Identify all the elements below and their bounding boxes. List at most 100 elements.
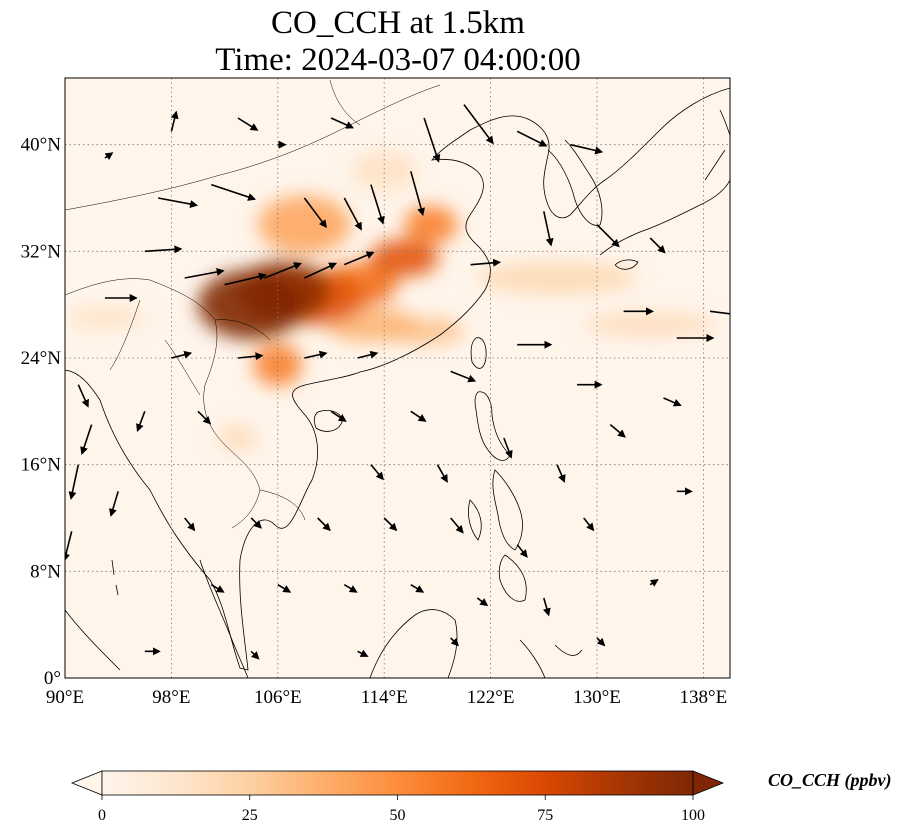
map-title: CO_CCH at 1.5km bbox=[271, 5, 525, 41]
wind-vector-4 bbox=[224, 272, 267, 286]
country-borders bbox=[65, 79, 441, 529]
wind-vector-30 bbox=[80, 424, 93, 455]
wind-vector-29 bbox=[77, 384, 89, 408]
lon-tick-label-6: 138°E bbox=[680, 687, 728, 708]
wind-vector-56 bbox=[542, 597, 551, 617]
co-plume-9 bbox=[253, 343, 302, 386]
colorbar-tick-labels: 0 25 50 75 100 bbox=[98, 795, 705, 824]
wind-vector-51 bbox=[210, 583, 225, 593]
wind-vector-48 bbox=[317, 517, 331, 532]
lat-tick-label-0: 0° bbox=[44, 668, 61, 689]
wind-vector-34 bbox=[136, 411, 146, 433]
co-plume-3 bbox=[217, 424, 258, 452]
latitude-tick-labels: 0° 8°N 16°N 24°N 32°N 40°N bbox=[21, 135, 62, 689]
wind-vector-28 bbox=[171, 350, 193, 359]
wind-vector-53 bbox=[343, 583, 358, 593]
wind-vector-36 bbox=[330, 410, 347, 422]
wind-vector-62 bbox=[596, 637, 606, 647]
lon-tick-label-0: 90°E bbox=[46, 687, 84, 708]
wind-vector-18 bbox=[649, 237, 666, 254]
lon-tick-label-5: 130°E bbox=[573, 687, 621, 708]
co-plume-7 bbox=[257, 195, 351, 255]
wind-vector-42 bbox=[663, 397, 682, 407]
wind-vector-45 bbox=[516, 544, 528, 558]
luzon-coastline bbox=[474, 391, 511, 461]
colorbar-label: CO_CCH (ppbv) bbox=[768, 770, 892, 790]
wind-vector-63 bbox=[170, 110, 179, 132]
borneo-coastline bbox=[369, 609, 458, 678]
longitude-tick-labels: 90°E 98°E 106°E 114°E 122°E 130°E 138°E bbox=[46, 687, 727, 708]
wind-vector-44 bbox=[583, 517, 595, 532]
wind-vector-61 bbox=[450, 637, 460, 647]
wind-vector-12 bbox=[423, 117, 441, 163]
hainan-coastline bbox=[313, 410, 343, 432]
wind-vector-16 bbox=[543, 211, 554, 247]
map-subtitle-time: Time: 2024-03-07 04:00:00 bbox=[215, 42, 581, 78]
wind-vector-65 bbox=[330, 117, 355, 129]
lon-tick-label-3: 114°E bbox=[361, 687, 408, 708]
colorbar-gradient bbox=[101, 770, 694, 796]
colorbar-tick-label-4: 100 bbox=[681, 807, 705, 824]
wind-vector-2 bbox=[144, 245, 183, 254]
wind-vector-25 bbox=[357, 350, 379, 359]
wind-vector-59 bbox=[250, 650, 260, 660]
wind-vector-23 bbox=[450, 370, 477, 383]
wind-vector-6 bbox=[304, 262, 338, 279]
co-plume-8 bbox=[404, 206, 458, 244]
wind-vector-21 bbox=[709, 310, 730, 315]
co-plume-0 bbox=[65, 307, 145, 329]
wind-vector-64 bbox=[237, 117, 259, 131]
wind-vector-13 bbox=[463, 104, 494, 145]
wind-vector-57 bbox=[649, 578, 659, 587]
lat-tick-label-3: 24°N bbox=[21, 348, 62, 369]
colorbar-extend-high bbox=[692, 770, 725, 796]
andaman-islands bbox=[111, 559, 119, 596]
wind-vector-33 bbox=[65, 531, 73, 562]
wind-vector-52 bbox=[277, 583, 292, 593]
lon-tick-label-1: 98°E bbox=[152, 687, 190, 708]
wind-vector-35 bbox=[197, 410, 212, 425]
wind-vector-54 bbox=[410, 583, 425, 593]
sulawesi-coastline bbox=[519, 639, 583, 678]
wind-vector-46 bbox=[450, 517, 464, 534]
wind-vector-47 bbox=[383, 517, 398, 532]
co-plume-1 bbox=[350, 151, 418, 192]
wind-vector-11 bbox=[410, 171, 425, 217]
malay-peninsula-coastline bbox=[65, 559, 249, 678]
lon-tick-label-4: 122°E bbox=[467, 687, 515, 708]
wind-vector-32 bbox=[109, 491, 119, 517]
wind-vector-41 bbox=[609, 424, 626, 438]
wind-vector-60 bbox=[357, 649, 369, 657]
wind-vector-24 bbox=[410, 410, 427, 422]
lat-tick-label-4: 32°N bbox=[21, 241, 62, 262]
wind-vector-69 bbox=[470, 258, 502, 267]
co-plume-4 bbox=[477, 262, 637, 294]
wind-vector-0 bbox=[157, 197, 199, 208]
colorbar-tick-label-0: 0 bbox=[98, 807, 106, 824]
wind-vectors bbox=[65, 104, 730, 660]
colorbar-tick-label-3: 75 bbox=[537, 807, 553, 824]
lat-tick-label-5: 40°N bbox=[21, 135, 62, 156]
wind-vector-3 bbox=[184, 268, 225, 279]
wind-vector-8 bbox=[303, 197, 327, 229]
map-frame bbox=[64, 77, 731, 679]
lat-tick-label-2: 16°N bbox=[21, 455, 62, 476]
colorbar: 0 25 50 75 100 bbox=[70, 770, 725, 824]
wind-vector-9 bbox=[343, 197, 362, 231]
lon-tick-label-2: 106°E bbox=[254, 687, 302, 708]
wind-vector-40 bbox=[556, 464, 566, 483]
wind-vector-49 bbox=[250, 517, 262, 529]
lat-tick-label-1: 8°N bbox=[30, 561, 61, 582]
taiwan-coastline bbox=[470, 337, 487, 369]
korea-coastline bbox=[547, 139, 603, 226]
japan-coastline bbox=[599, 109, 730, 270]
wind-vector-10 bbox=[370, 184, 385, 225]
wind-vector-38 bbox=[436, 464, 448, 483]
wind-vector-15 bbox=[570, 143, 604, 155]
wind-vector-1 bbox=[211, 183, 257, 201]
colorbar-extend-low bbox=[70, 770, 103, 796]
co-plume-14 bbox=[198, 270, 305, 340]
wind-vector-39 bbox=[503, 437, 513, 459]
wind-vector-27 bbox=[237, 352, 264, 361]
wind-vector-26 bbox=[304, 350, 328, 359]
